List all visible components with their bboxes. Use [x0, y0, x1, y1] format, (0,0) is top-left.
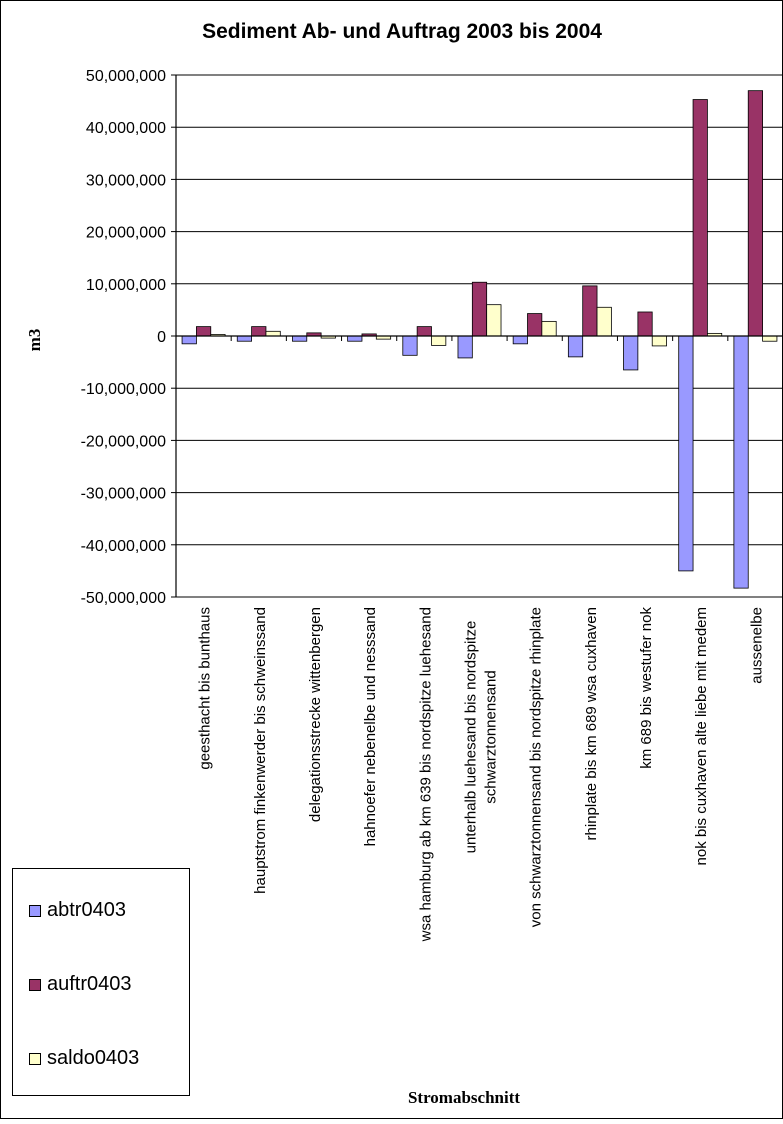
bar-abtr0403 — [292, 335, 308, 342]
bar-auftr0403 — [637, 311, 653, 337]
bar-saldo0403 — [265, 330, 281, 337]
x-tick-label: unterhalb luehesand bis nordspitze — [463, 621, 480, 854]
bar-abtr0403 — [623, 335, 639, 371]
bar-auftr0403 — [416, 326, 432, 337]
y-tick-label: -20,000,000 — [81, 433, 167, 450]
bar-saldo0403 — [486, 304, 502, 337]
legend-label-abtr0403: abtr0403 — [47, 899, 126, 921]
x-tick-label: wsa hamburg ab km 639 bis nordspitze lue… — [417, 607, 434, 942]
y-tick-label: -50,000,000 — [81, 590, 167, 607]
x-tick-label: geesthacht bis bunthaus — [197, 607, 214, 770]
bar-auftr0403 — [196, 326, 212, 337]
y-tick-labels: 50,000,000 40,000,000 30,000,000 20,000,000… — [81, 68, 167, 607]
bars — [181, 90, 778, 589]
y-tick-label: -30,000,000 — [81, 486, 167, 503]
y-tick-label: -10,000,000 — [81, 381, 167, 398]
legend-swatch-abtr0403 — [29, 904, 41, 917]
x-tick-label: km 689 bis westufer nok — [638, 607, 655, 769]
y-tick-label: 10,000,000 — [86, 277, 166, 294]
legend-item-saldo0403: saldo0403 — [29, 1047, 139, 1070]
bar-auftr0403 — [251, 326, 267, 337]
y-tick-label: -40,000,000 — [81, 538, 167, 555]
bar-saldo0403 — [431, 335, 447, 346]
legend-swatch-auftr0403 — [29, 978, 41, 991]
bar-abtr0403 — [567, 335, 584, 358]
bar-auftr0403 — [527, 313, 543, 337]
y-tick-label: 30,000,000 — [86, 172, 166, 189]
legend-swatch-saldo0403 — [29, 1052, 41, 1065]
chart-title: Sediment Ab- und Auftrag 2003 bis 2004 — [202, 20, 602, 43]
legend: abtr0403 auftr0403 saldo0403 — [12, 868, 190, 1096]
x-tick-label: aussenelbe — [748, 607, 765, 684]
bar-abtr0403 — [181, 335, 197, 345]
x-tick-label: nok bis cuxhaven alte liebe mit medem — [693, 607, 710, 865]
x-axis-label: Stromabschnitt — [408, 1088, 520, 1107]
x-tick-label: rhinplate bis km 689 wsa cuxhaven — [583, 607, 600, 840]
x-tick-label: hauptstrom finkenwerder bis schweinssand — [252, 607, 269, 894]
bar-abtr0403 — [512, 335, 528, 345]
bar-abtr0403 — [457, 335, 473, 359]
bar-abtr0403 — [678, 335, 694, 572]
bar-auftr0403 — [471, 281, 488, 337]
y-tick-label: 20,000,000 — [86, 225, 166, 242]
bar-abtr0403 — [236, 335, 252, 342]
x-tick-labels: geesthacht bis bunthaus hauptstrom finken… — [197, 607, 766, 943]
legend-item-abtr0403: abtr0403 — [29, 899, 126, 922]
y-tick-label: 40,000,000 — [86, 120, 166, 137]
bar-abtr0403 — [402, 335, 418, 356]
y-tick-label: 50,000,000 — [86, 68, 166, 85]
bar-saldo0403 — [651, 335, 667, 347]
y-tick-label: 0 — [157, 329, 166, 346]
y-axis-label: m3 — [25, 329, 44, 352]
legend-label-saldo0403: saldo0403 — [47, 1047, 140, 1069]
bar-saldo0403 — [596, 306, 612, 337]
bar-abtr0403 — [347, 335, 363, 342]
bar-auftr0403 — [747, 90, 763, 337]
bar-auftr0403 — [692, 99, 708, 337]
bar-auftr0403 — [582, 285, 598, 337]
bar-abtr0403 — [733, 335, 749, 589]
bar-saldo0403 — [541, 320, 557, 337]
x-tick-label: delegationsstrecke wittenbergen — [307, 607, 324, 822]
legend-label-auftr0403: auftr0403 — [47, 973, 132, 995]
x-tick-label: hahnoefer nebenelbe und nesssand — [362, 607, 379, 846]
x-tick-label: schwarztonnensand — [483, 670, 500, 803]
bar-saldo0403 — [762, 335, 778, 342]
x-tick-label: von schwarztonnensand bis nordspitze rhi… — [528, 607, 545, 927]
axes — [175, 75, 783, 597]
legend-item-auftr0403: auftr0403 — [29, 973, 132, 996]
